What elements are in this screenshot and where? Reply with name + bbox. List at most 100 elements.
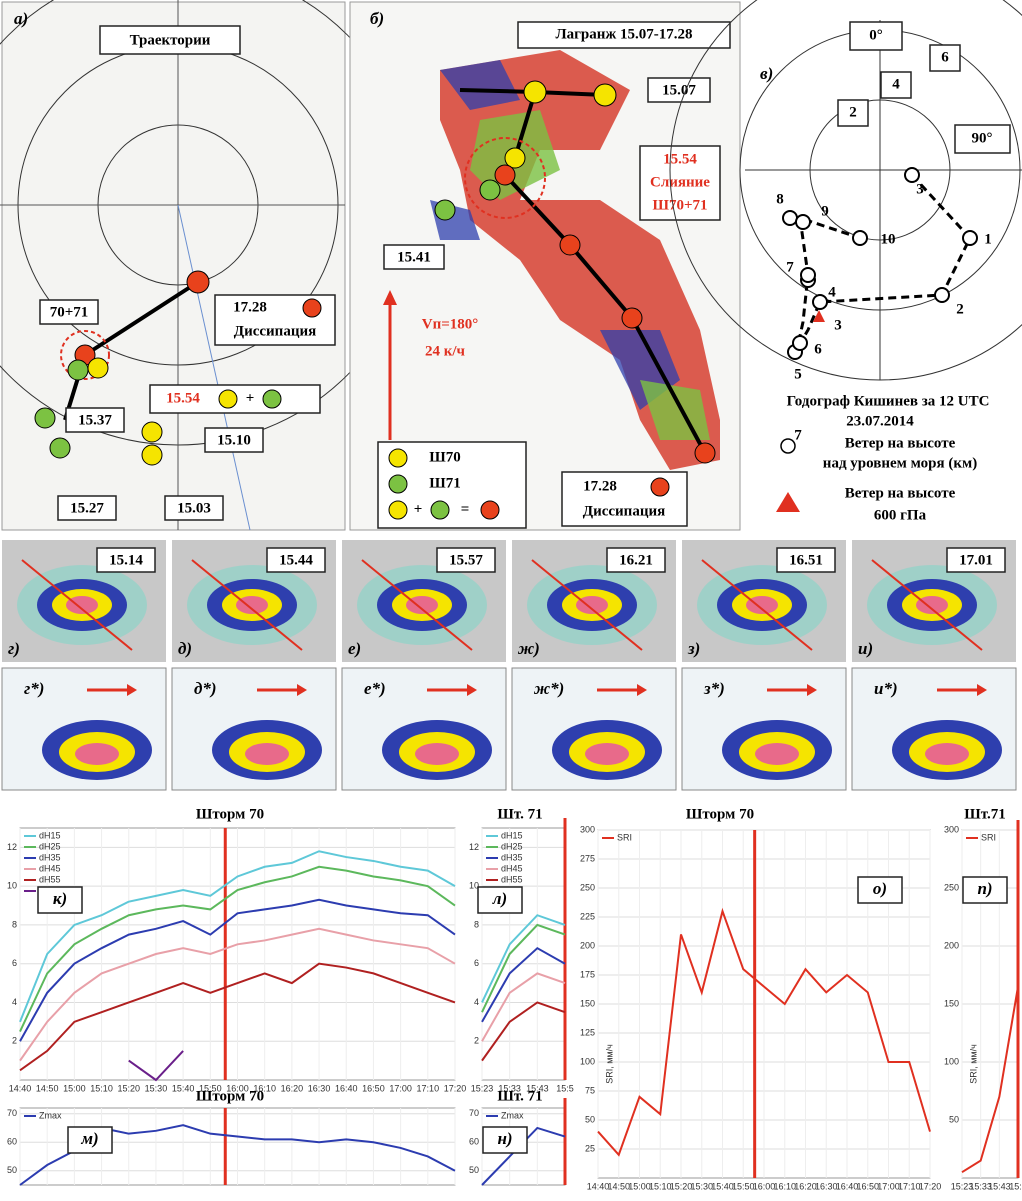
label-box (57, 495, 117, 521)
label-box (639, 145, 721, 221)
point-label: 7 (786, 259, 794, 275)
y-tick-label: 2 (12, 1036, 17, 1046)
panel-label: з*) (703, 679, 725, 698)
label: 15.37 (78, 412, 112, 428)
label: 15.41 (397, 249, 431, 265)
x-tick-label: 14:40 (9, 1083, 32, 1093)
x-tick-label: 15:5 (556, 1083, 574, 1093)
line (19, 865, 456, 1032)
panel-label: ж*) (533, 679, 564, 698)
label: 15.03 (177, 500, 211, 516)
x-tick-label: 14:40 (587, 1181, 610, 1191)
label-box (96, 547, 156, 573)
label-box (946, 547, 1006, 573)
y-tick-label: 2 (474, 1036, 479, 1046)
label-box (647, 77, 711, 103)
motion-line (361, 559, 473, 651)
legend-label: dH25 (39, 841, 61, 851)
y-tick-label: 50 (585, 1114, 595, 1124)
x-tick-label: 15:30 (145, 1083, 168, 1093)
point-label: 8 (776, 191, 784, 207)
x-tick-label: 17:00 (877, 1181, 900, 1191)
x-tick-label: 16:10 (773, 1181, 796, 1191)
legend-label: Ветер на высоте (845, 435, 956, 451)
chart-title: Шт. 71 (497, 1088, 542, 1104)
cell (141, 444, 163, 466)
x-tick-label: 15:00 (628, 1181, 651, 1191)
panel-label: ж) (517, 639, 540, 658)
cell (593, 83, 617, 107)
section-echo (245, 743, 289, 765)
legend-label: dH15 (501, 830, 523, 840)
x-tick-label: 15:43 (526, 1083, 549, 1093)
arrow-head (383, 290, 397, 305)
legend-dot (780, 438, 796, 454)
legend-label: dH35 (39, 852, 61, 862)
panel-label: о) (873, 879, 887, 898)
merge-ring (60, 330, 110, 380)
label: 0° (869, 27, 883, 43)
point-label: 3 (834, 317, 842, 333)
x-tick-label: 16:50 (362, 1083, 385, 1093)
section-echo (755, 743, 799, 765)
legend-label: 7 (794, 427, 802, 443)
label-box (37, 886, 83, 914)
echo (406, 596, 438, 614)
label: 6 (941, 49, 949, 65)
arrow-head (127, 684, 137, 696)
line (481, 1001, 566, 1062)
legend-dot (262, 389, 282, 409)
point-label: 9 (821, 203, 829, 219)
legend-label: SRI (981, 832, 996, 842)
label: 24 к/ч (425, 343, 466, 359)
label-box (482, 1126, 528, 1154)
point-label: 4 (828, 284, 836, 300)
legend-label: dH35 (501, 852, 523, 862)
x-tick-label: 15:40 (711, 1181, 734, 1191)
label-box (962, 876, 1008, 904)
line (481, 972, 566, 1042)
panel-label: г) (8, 639, 20, 658)
arrow-head (807, 684, 817, 696)
x-tick-label: 16:30 (308, 1083, 331, 1093)
y-tick-label: 50 (949, 1114, 959, 1124)
point-label: 3 (916, 181, 924, 197)
cell (186, 270, 210, 294)
panel-label: м) (80, 1129, 98, 1148)
label: 90° (972, 130, 993, 146)
cell (67, 359, 89, 381)
x-tick-label: 15:5 (1009, 1181, 1022, 1191)
line (597, 907, 931, 1157)
legend-label: Ветер на высоте (845, 485, 956, 501)
azimuth (177, 204, 251, 531)
panel-label: з) (687, 639, 700, 658)
legend-label: Ш70 (429, 449, 460, 465)
label-box (776, 547, 836, 573)
y-tick-label: 225 (580, 911, 595, 921)
legend-label: Zmax (39, 1110, 62, 1120)
line (19, 850, 456, 1023)
time-label: 15.14 (109, 552, 143, 568)
600hpa-marker (813, 310, 825, 322)
y-tick-label: 275 (580, 853, 595, 863)
y-tick-label: 150 (944, 998, 959, 1008)
label-box (39, 299, 99, 325)
label-box (204, 427, 264, 453)
legend-dot (430, 500, 450, 520)
y-tick-label: 4 (12, 997, 17, 1007)
x-tick-label: 17:10 (417, 1083, 440, 1093)
panel-label: а) (14, 9, 28, 28)
panel-label: и) (858, 639, 873, 658)
arrow-head (977, 684, 987, 696)
label: = (461, 501, 470, 517)
panel-label: н) (497, 1129, 512, 1148)
x-tick-label: 16:30 (815, 1181, 838, 1191)
legend-triangle (776, 492, 800, 512)
x-tick-label: 17:20 (444, 1083, 467, 1093)
x-tick-label: 15:20 (117, 1083, 140, 1093)
y-tick-label: 12 (7, 842, 17, 852)
label: + (246, 390, 255, 406)
y-tick-label: 60 (7, 1137, 17, 1147)
legend-dot (302, 298, 322, 318)
label-box (857, 876, 903, 904)
